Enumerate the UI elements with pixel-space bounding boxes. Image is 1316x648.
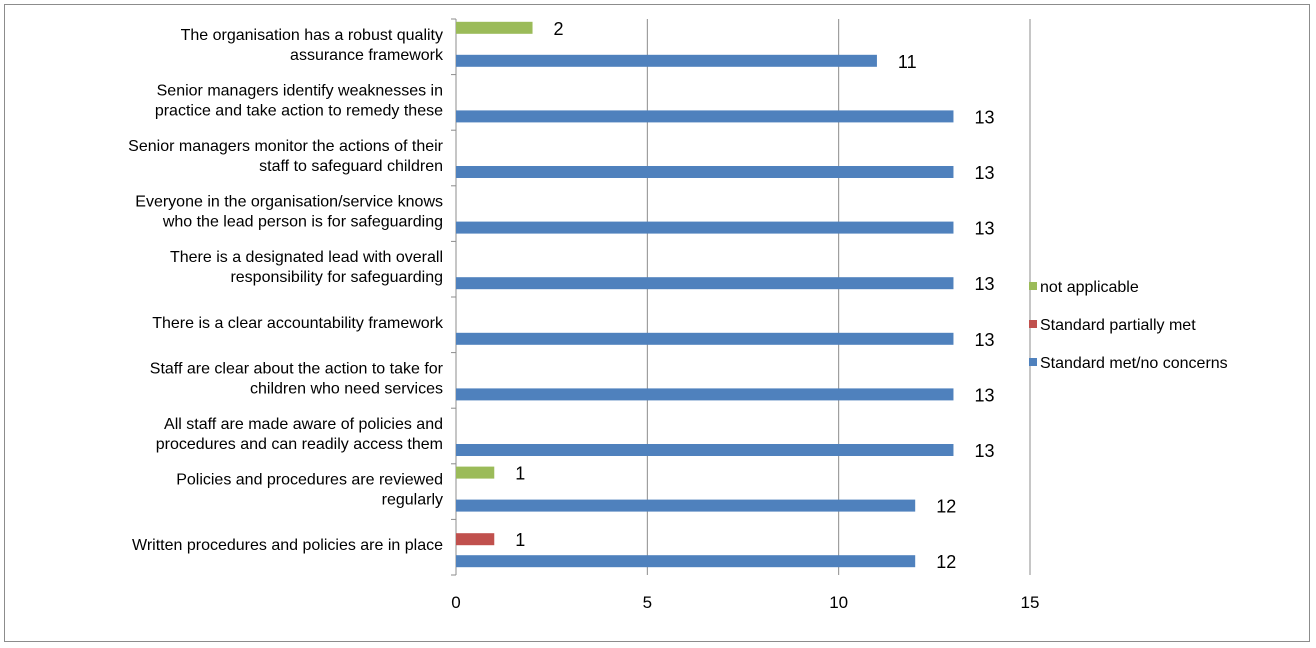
- chart-frame: [4, 4, 1310, 642]
- bar-1-9: [456, 533, 495, 546]
- data-label-2-9: 12: [936, 552, 956, 572]
- bar-2-6: [456, 388, 954, 401]
- category-label-5: There is a clear accountability framewor…: [152, 315, 444, 332]
- category-label-8: Policies and procedures are reviewed regu…: [176, 472, 443, 509]
- data-label-1-9: 1: [515, 530, 525, 550]
- category-label-0: The organisation has a robust quality ass…: [181, 27, 444, 64]
- data-label-2-7: 13: [974, 441, 994, 461]
- data-label-2-5: 13: [974, 330, 994, 350]
- bar-0-8: [456, 466, 495, 479]
- legend-swatch-0: [1029, 282, 1037, 290]
- x-tick-label-0: 0: [451, 593, 460, 612]
- data-label-2-0: 11: [898, 52, 917, 72]
- x-tick-label-10: 10: [829, 593, 848, 612]
- data-label-2-3: 13: [974, 219, 994, 239]
- data-label-2-4: 13: [974, 274, 994, 294]
- category-label-9: Written procedures and policies are in p…: [132, 537, 443, 554]
- bar-2-0: [456, 54, 877, 67]
- bar-0-0: [456, 21, 533, 34]
- bar-2-4: [456, 277, 954, 290]
- category-label-7: All staff are made aware of policies and…: [156, 416, 443, 453]
- data-label-0-8: 1: [515, 464, 525, 484]
- category-label-4: There is a designated lead with overall r…: [170, 249, 443, 286]
- bar-2-8: [456, 499, 916, 512]
- legend-swatch-1: [1029, 320, 1037, 328]
- bar-2-3: [456, 221, 954, 234]
- data-label-2-6: 13: [974, 385, 994, 405]
- bar-2-1: [456, 110, 954, 123]
- legend-swatch-2: [1029, 358, 1037, 366]
- data-label-0-0: 2: [554, 19, 564, 39]
- legend-label-1: Standard partially met: [1040, 317, 1196, 334]
- legend-label-0: not applicable: [1040, 279, 1139, 296]
- x-tick-label-5: 5: [643, 593, 652, 612]
- category-label-6: Staff are clear about the action to take…: [150, 360, 444, 397]
- x-tick-label-15: 15: [1021, 593, 1040, 612]
- data-label-2-8: 12: [936, 497, 956, 517]
- category-label-2: Senior managers monitor the actions of t…: [128, 138, 444, 175]
- bar-2-5: [456, 332, 954, 345]
- data-label-2-2: 13: [974, 163, 994, 183]
- category-label-1: Senior managers identify weaknesses in pr…: [155, 82, 443, 119]
- bar-2-7: [456, 444, 954, 456]
- bar-2-9: [456, 555, 916, 568]
- legend-label-2: Standard met/no concerns: [1040, 355, 1228, 372]
- bar-2-2: [456, 166, 954, 178]
- data-label-2-1: 13: [974, 107, 994, 127]
- category-label-3: Everyone in the organisation/service kno…: [135, 194, 443, 231]
